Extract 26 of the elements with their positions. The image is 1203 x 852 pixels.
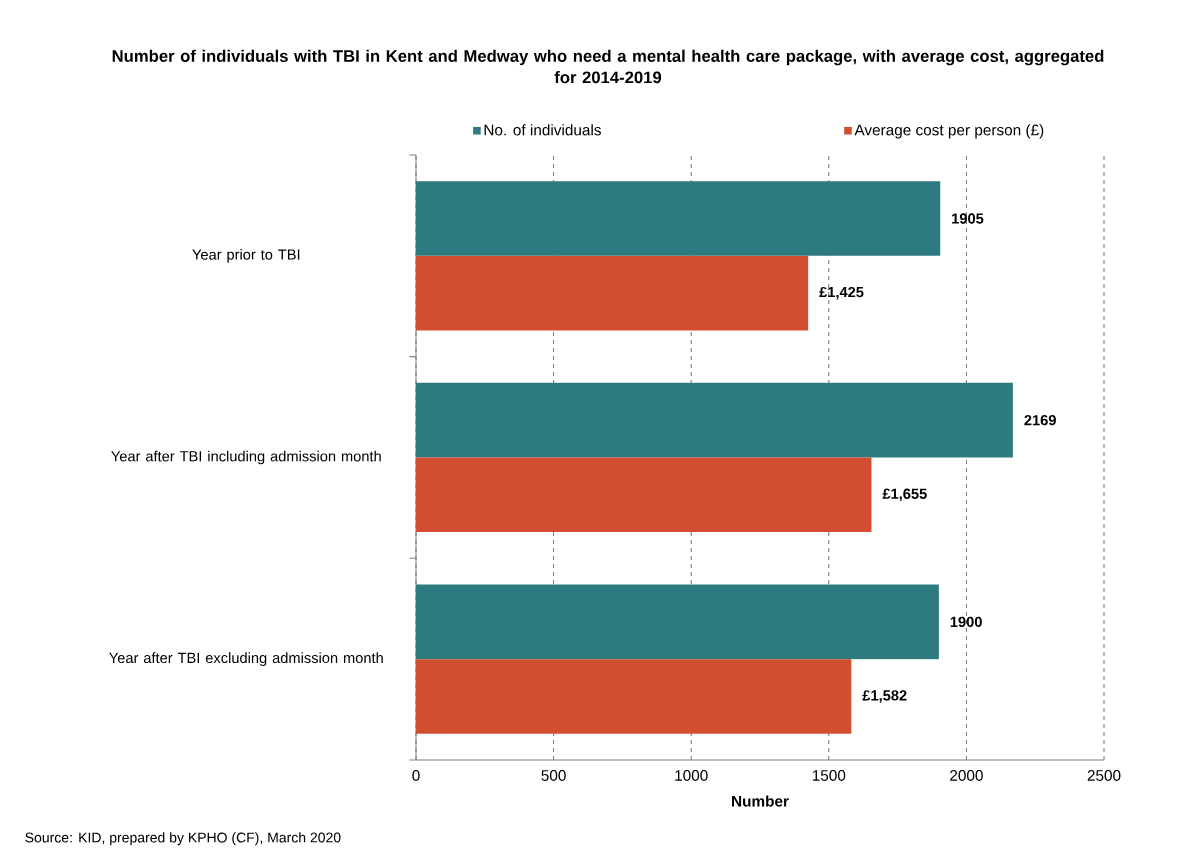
y-tick-label: Year after TBI excluding admission month bbox=[109, 652, 383, 666]
x-axis-title: Number bbox=[732, 795, 789, 807]
bar bbox=[416, 181, 941, 256]
bar bbox=[416, 584, 939, 660]
data-label: 2169 bbox=[1024, 415, 1056, 426]
x-tick-label: 1500 bbox=[812, 770, 846, 781]
x-tick-label: 1000 bbox=[675, 770, 708, 781]
source-note: Source: KID, prepared by KPHO (CF), March 2020 bbox=[25, 832, 341, 846]
data-label: 1905 bbox=[952, 213, 984, 224]
x-tick-label: 2500 bbox=[1087, 770, 1121, 781]
y-tick-label: Year after TBI including admission month bbox=[111, 450, 381, 465]
bar bbox=[416, 457, 872, 533]
y-tick-label: Year prior to TBI bbox=[192, 248, 300, 263]
legend-label: No. of individuals bbox=[484, 124, 601, 136]
bar bbox=[416, 382, 1013, 458]
x-tick-label: 2000 bbox=[950, 770, 983, 781]
data-label: £1,582 bbox=[862, 690, 907, 703]
data-label: 1900 bbox=[950, 616, 982, 628]
bar bbox=[416, 255, 809, 331]
legend-label: Average cost per person (£) bbox=[854, 124, 1044, 139]
data-label: £1,425 bbox=[819, 286, 864, 300]
bar bbox=[416, 659, 852, 734]
x-tick-label: 500 bbox=[541, 770, 566, 781]
x-tick-label: 0 bbox=[412, 770, 420, 781]
data-label: £1,655 bbox=[882, 488, 927, 502]
chart-title: Number of individuals with TBI in Kent and Medway who need a mental health care package, with average cost, aggregated for 2014-2019 bbox=[112, 49, 1104, 84]
